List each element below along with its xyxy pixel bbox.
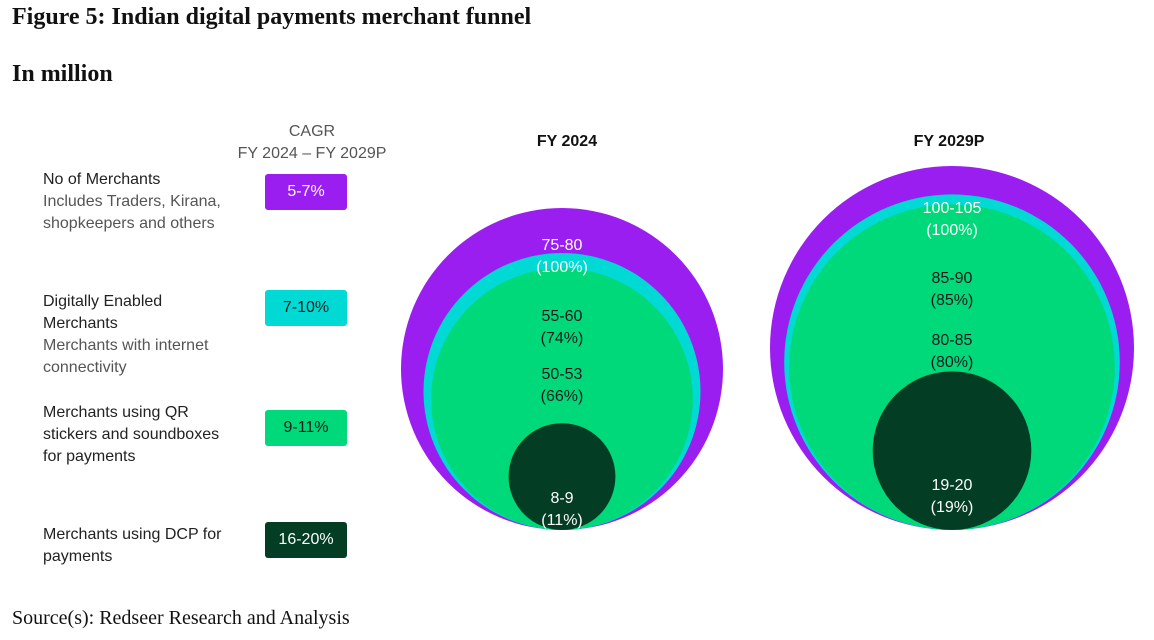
legend-row-label: Merchants using DCP for [43, 526, 222, 543]
legend-row-label: for payments [43, 448, 136, 465]
cagr-badge: 7-10% [265, 290, 347, 326]
circle-share-label: (100%) [926, 222, 978, 239]
legend-row-label: payments [43, 548, 113, 565]
legend-row: No of Merchants Includes Traders, Kirana,… [43, 169, 363, 235]
cagr-header: CAGR FY 2024 – FY 2029P [222, 121, 402, 165]
circle-value-label: 19-20 [932, 477, 973, 494]
legend-row-description: connectivity [43, 359, 127, 376]
legend-row: Digitally Enabled Merchants Merchants with… [43, 290, 363, 379]
funnel-circle-fy2029p-dcp [872, 371, 1032, 530]
funnel-circle-fy2029p-qr [789, 204, 1115, 530]
legend-row-description: shopkeepers and others [43, 215, 215, 232]
circle-share-label: (80%) [931, 354, 974, 371]
circle-value-label: 100-105 [923, 200, 982, 217]
cagr-badge: 16-20% [265, 522, 347, 558]
funnel-circle-fy2024-dcp [508, 423, 616, 530]
cagr-badge: 9-11% [265, 410, 347, 446]
circle-share-label: (11%) [541, 512, 583, 529]
legend-row: Merchants using DCP for payments 16-20% [43, 522, 363, 568]
circle-share-label: (85%) [931, 292, 974, 309]
legend-row: Merchants using QR stickers and soundboxe… [43, 402, 363, 468]
circle-value-label: 80-85 [932, 332, 973, 349]
chart-title-fy2024: FY 2024 [536, 133, 598, 150]
circle-share-label: (74%) [541, 330, 584, 347]
legend-row-label: Merchants using QR [43, 404, 189, 421]
circle-value-label: 75-80 [542, 237, 583, 254]
circle-value-label: 55-60 [542, 308, 583, 325]
figure-title: Figure 5: Indian digital payments mercha… [12, 4, 532, 30]
legend-row-description: Merchants with internet [43, 337, 209, 354]
circle-value-label: 85-90 [932, 270, 973, 287]
chart-title-fy2029p: FY 2029P [913, 133, 985, 150]
legend-row-label: stickers and soundboxes [43, 426, 220, 443]
legend-row-label: Digitally Enabled [43, 293, 163, 310]
legend-row-label: Merchants [43, 315, 118, 332]
circle-share-label: (100%) [536, 259, 588, 276]
cagr-header-period: FY 2024 – FY 2029P [237, 145, 387, 162]
source-note: Source(s): Redseer Research and Analysis [12, 607, 350, 629]
funnel-circle-fy2024-qr [431, 268, 693, 530]
circle-share-label: (19%) [931, 499, 974, 516]
circle-value-label: 50-53 [542, 366, 583, 383]
cagr-header-label: CAGR [288, 123, 336, 140]
cagr-badge: 5-7% [265, 174, 347, 210]
legend-row-description: Includes Traders, Kirana, [43, 193, 221, 210]
circle-value-label: 8-9 [550, 490, 573, 507]
legend-row-label: No of Merchants [43, 171, 161, 188]
figure-subtitle: In million [12, 61, 113, 87]
circle-share-label: (66%) [541, 388, 584, 405]
